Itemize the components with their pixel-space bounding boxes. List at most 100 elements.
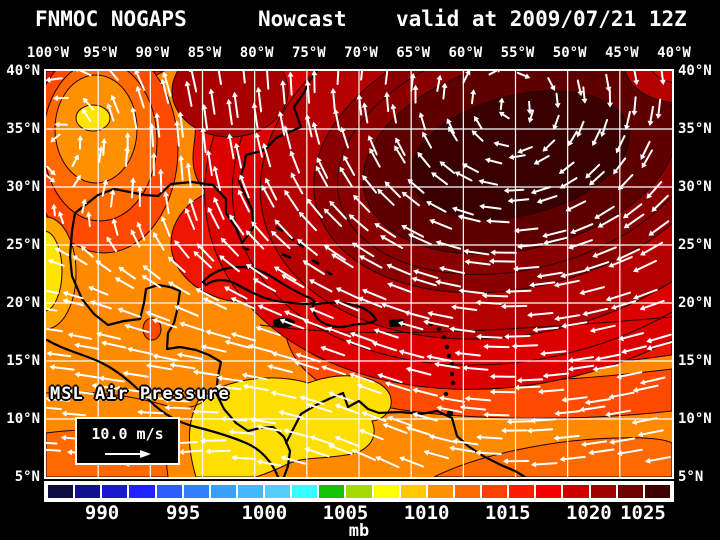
wind-arrow-head: [202, 297, 209, 303]
wind-arrow: [53, 366, 75, 371]
wind-arrow: [125, 150, 128, 167]
wind-arrow-head: [645, 457, 651, 464]
wind-arrow: [196, 410, 219, 414]
wind-arrow-head: [377, 188, 383, 195]
wind-arrow: [600, 214, 620, 226]
wind-arrow-head: [334, 435, 341, 442]
wind-arrow: [462, 73, 469, 84]
antilles-island: [446, 353, 452, 359]
wind-arrow-head: [351, 448, 358, 455]
wind-arrow: [217, 71, 222, 85]
pressure-band: [433, 437, 672, 477]
wind-arrow-head: [478, 178, 484, 185]
wind-arrow: [98, 149, 102, 163]
wind-arrow: [206, 299, 227, 310]
wind-arrow: [466, 367, 489, 371]
wind-arrow: [536, 326, 559, 331]
wind-arrow: [465, 164, 479, 173]
wind-arrow-head: [62, 290, 69, 297]
wind-arrow: [355, 197, 371, 213]
wind-arrow: [109, 71, 119, 81]
wind-arrow-head: [407, 178, 414, 185]
wind-arrow: [72, 390, 94, 395]
wind-arrow: [58, 249, 70, 257]
wind-arrow-head: [167, 256, 174, 263]
wind-arrow: [611, 256, 633, 266]
wind-arrow-head: [502, 458, 508, 465]
wind-arrow-head: [511, 343, 517, 350]
wind-arrow-head: [330, 88, 337, 94]
wind-arrow-head: [623, 222, 630, 229]
lat-label: 10°N: [6, 411, 40, 427]
wind-arrow-head: [174, 305, 180, 311]
wind-arrow-head: [208, 88, 215, 94]
wind-arrow-head: [498, 111, 505, 117]
wind-arrow: [154, 235, 165, 251]
wind-arrow: [520, 146, 533, 152]
wind-arrow: [182, 449, 204, 453]
wind-arrow-head: [106, 236, 112, 243]
wind-arrow-head: [50, 136, 56, 143]
wind-arrow-head: [536, 273, 543, 279]
wind-arrow: [224, 417, 248, 422]
contour-line: [259, 316, 672, 334]
wind-arrow: [138, 225, 146, 241]
wind-arrow: [334, 255, 354, 269]
wind-arrow-head: [615, 147, 621, 154]
wind-arrow-head: [81, 198, 87, 205]
wind-arrow-head: [306, 402, 313, 409]
wind-arrow-head: [646, 192, 653, 199]
wind-arrow: [591, 170, 605, 184]
wind-arrow: [108, 239, 117, 252]
wind-arrow-head: [311, 71, 318, 76]
lon-label: 55°W: [500, 45, 535, 61]
wind-arrow-head: [633, 294, 639, 300]
wind-arrow: [46, 441, 58, 445]
wind-arrow: [341, 169, 353, 187]
wind-arrow: [362, 256, 383, 269]
wind-arrow-head: [339, 166, 345, 173]
wind-arrow: [301, 214, 317, 232]
wind-arrow: [256, 280, 277, 293]
wind-arrow-head: [280, 455, 286, 462]
wind-arrow-head: [543, 239, 549, 246]
lon-label: 45°W: [604, 45, 639, 61]
wind-arrow: [46, 307, 58, 312]
wind-arrow-head: [85, 211, 92, 217]
wind-arrow-head: [80, 245, 87, 252]
wind-arrow-head: [101, 340, 107, 347]
wind-arrow: [183, 323, 205, 332]
wind-arrow: [110, 193, 114, 208]
wind-arrow: [479, 451, 502, 455]
wind-arrow: [509, 289, 532, 293]
wind-arrow-head: [351, 242, 358, 248]
wind-arrow: [504, 304, 528, 308]
wind-arrow-head: [164, 404, 170, 411]
wind-arrow-head: [399, 456, 405, 462]
wind-arrow: [150, 364, 173, 371]
wind-arrow-head: [458, 288, 464, 294]
wind-arrow-head: [384, 91, 390, 98]
wind-arrow-head: [110, 94, 117, 101]
colorbar-cell: [482, 485, 508, 498]
wind-arrow-head: [106, 103, 113, 109]
wind-arrow-head: [357, 296, 364, 303]
wind-arrow: [330, 328, 352, 338]
wind-arrow-head: [361, 102, 368, 108]
wind-arrow-head: [506, 418, 512, 425]
bahamas-island: [296, 241, 305, 249]
wind-arrow-head: [335, 287, 342, 293]
wind-arrow-head: [608, 393, 614, 400]
wind-arrow: [386, 424, 408, 434]
lat-label: 25°N: [678, 237, 712, 253]
antilles-island: [449, 361, 455, 367]
wind-arrow-head: [162, 71, 168, 78]
wind-arrow-head: [553, 435, 559, 441]
wind-arrow: [571, 356, 594, 362]
wind-arrow-head: [553, 281, 560, 288]
wind-arrow: [283, 320, 305, 330]
wind-arrow: [351, 216, 369, 232]
wind-arrow-head: [54, 121, 60, 128]
wind-arrow: [479, 301, 502, 305]
wind-arrow: [274, 392, 297, 399]
